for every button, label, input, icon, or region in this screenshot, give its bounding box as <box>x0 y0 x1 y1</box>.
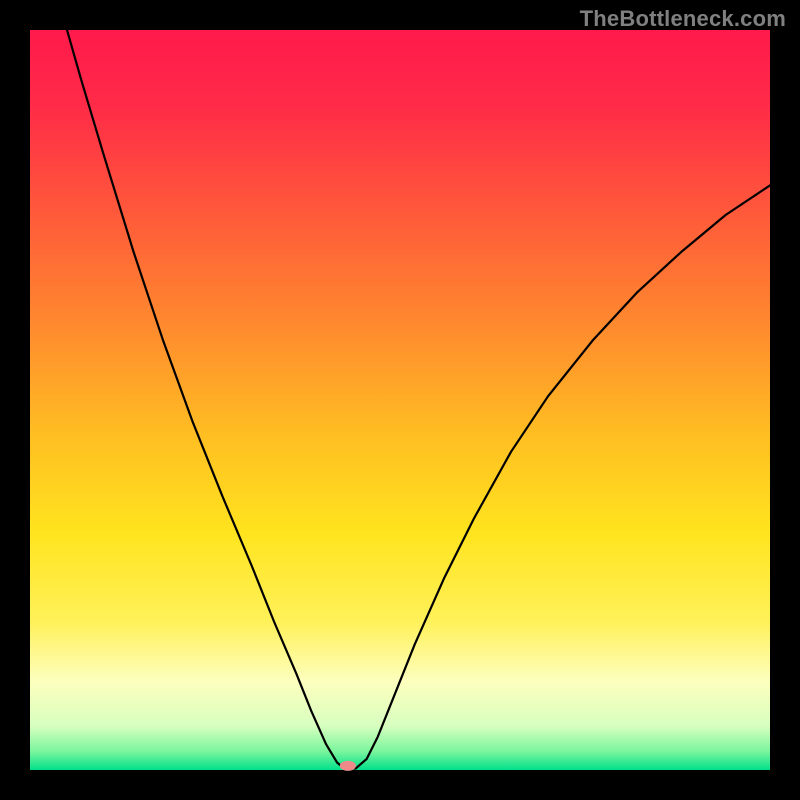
plot-area <box>30 30 770 770</box>
chart-frame: TheBottleneck.com <box>0 0 800 800</box>
watermark-text: TheBottleneck.com <box>580 6 786 32</box>
bottleneck-curve <box>30 30 770 770</box>
